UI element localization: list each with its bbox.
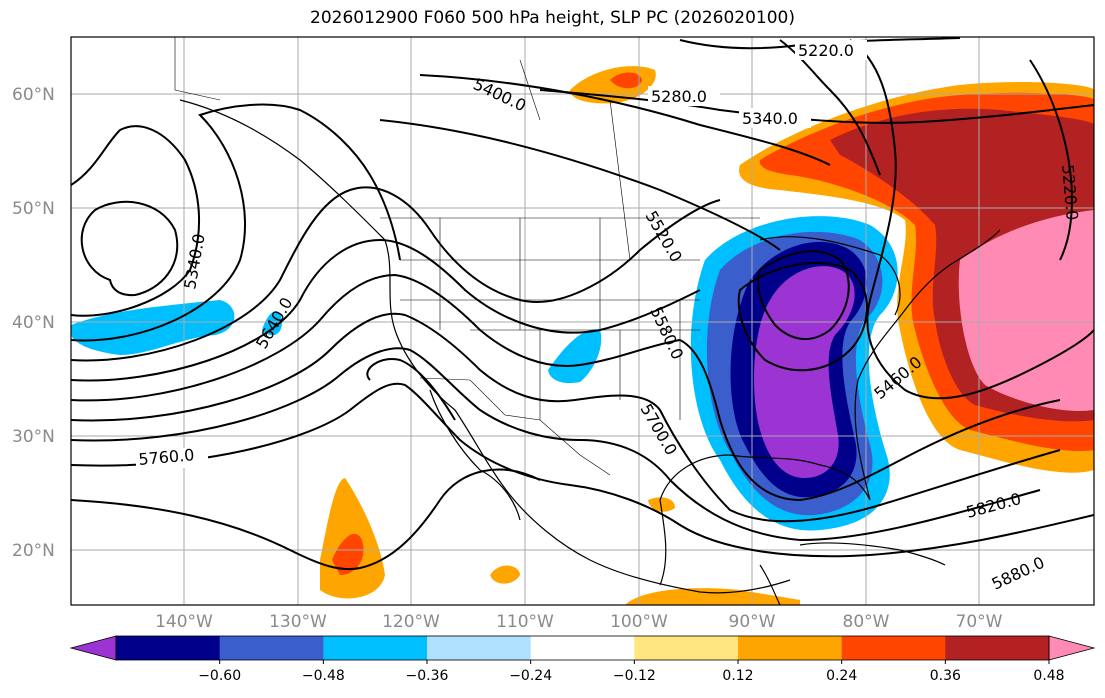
latitude-labels: 60°N 50°N 40°N 30°N 20°N	[12, 85, 55, 561]
colorbar-tick-label: −0.12	[613, 668, 656, 684]
coastlines	[179, 99, 1001, 605]
lon-label-120: 120°W	[382, 612, 440, 632]
colorbar-segment	[323, 636, 428, 660]
colorbar-segment	[427, 636, 532, 660]
contour-label-5220: 5220.0	[798, 41, 854, 60]
lon-label-90: 90°W	[729, 612, 776, 632]
colorbar-segment	[219, 636, 324, 660]
colorbar-segment	[841, 636, 946, 660]
colorbar-tick-label: −0.24	[509, 668, 552, 684]
positive-anomaly-south	[625, 588, 800, 605]
longitude-labels: 140°W 130°W 120°W 110°W 100°W 90°W 80°W …	[155, 612, 1003, 632]
colorbar: −0.60 −0.48 −0.36 −0.24 −0.12 0.12 0.24 0.36 0.4…	[69, 635, 1096, 684]
lon-label-140: 140°W	[155, 612, 213, 632]
contour-label-5340: 5340.0	[742, 109, 798, 128]
political-borders	[174, 37, 760, 476]
map-title: 2026012900 F060 500 hPa height, SLP PC (…	[310, 8, 795, 28]
lon-label-70: 70°W	[956, 612, 1003, 632]
colorbar-tick-label: 0.36	[930, 668, 961, 684]
colorbar-tick-label: −0.60	[198, 668, 241, 684]
positive-core-canada	[610, 72, 642, 89]
lat-label-20: 20°N	[12, 541, 55, 561]
colorbar-max-arrow	[1048, 635, 1096, 661]
lat-label-50: 50°N	[12, 199, 55, 219]
map-frame	[70, 36, 1095, 606]
positive-anomaly-gulf	[648, 497, 675, 512]
colorbar-tick-label: −0.36	[406, 668, 449, 684]
lat-label-60: 60°N	[12, 85, 55, 105]
colorbar-segment	[116, 636, 221, 660]
height-contours	[71, 37, 1094, 571]
colorbar-min-arrow	[69, 635, 117, 661]
colorbar-frame	[115, 635, 1050, 661]
graticule	[71, 37, 1094, 605]
colorbar-segment	[738, 636, 843, 660]
colorbar-tick-label: 0.48	[1033, 668, 1064, 684]
colorbar-segment	[530, 636, 635, 660]
colorbar-segment	[945, 636, 1050, 660]
contour-label-5220-east: 5220.0	[1058, 164, 1082, 221]
lon-label-100: 100°W	[610, 612, 668, 632]
positive-core-pacific-south	[332, 533, 364, 575]
colorbar-segment	[634, 636, 739, 660]
colorbar-tick-label: −0.48	[302, 668, 345, 684]
negative-anomaly-plains	[548, 329, 602, 384]
lon-label-110: 110°W	[496, 612, 554, 632]
lat-label-40: 40°N	[12, 313, 55, 333]
negative-anomaly-small	[262, 311, 283, 336]
contour-label-5760: 5760.0	[138, 445, 195, 469]
positive-anomaly-small	[490, 565, 520, 584]
colorbar-tick-label: 0.24	[826, 668, 857, 684]
lon-label-80: 80°W	[843, 612, 890, 632]
negative-anomaly-region	[690, 216, 898, 531]
lat-label-30: 30°N	[12, 427, 55, 447]
colorbar-tick-label: 0.12	[722, 668, 753, 684]
positive-anomaly-region	[739, 82, 1094, 473]
contour-label-5280: 5280.0	[651, 87, 707, 106]
lon-label-130: 130°W	[269, 612, 327, 632]
